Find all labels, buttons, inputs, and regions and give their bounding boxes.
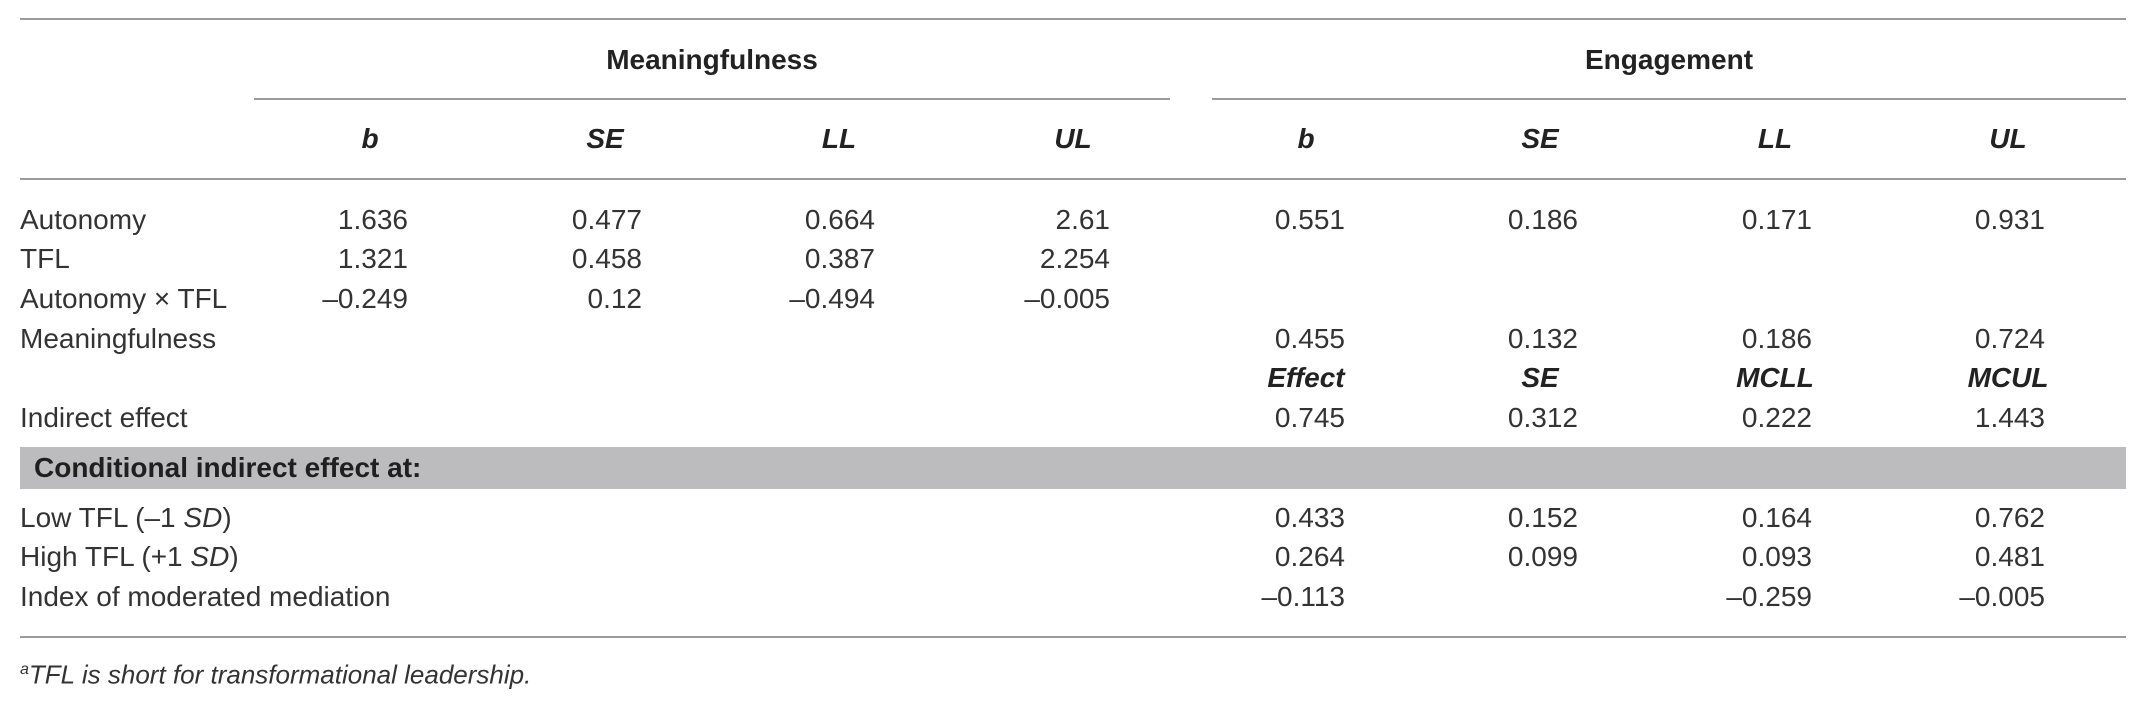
table-cell: 0.099 <box>1507 541 1578 572</box>
row-label: Low TFL (–1 SD) <box>20 502 232 533</box>
table-cell: –0.259 <box>1726 581 1812 612</box>
row-label: TFL <box>20 243 70 274</box>
row-label: Meaningfulness <box>20 323 217 354</box>
table-cell: 0.455 <box>1274 323 1345 354</box>
row-label: Autonomy <box>20 204 147 235</box>
subheader-effect: Effect <box>1267 362 1345 393</box>
column-header: b <box>1297 123 1315 154</box>
table-cell: 0.222 <box>1741 402 1812 433</box>
table-cell: 0.745 <box>1274 402 1345 433</box>
column-header: LL <box>1757 123 1793 154</box>
subheader-mcul: MCUL <box>1967 362 2049 393</box>
table-cell: 0.387 <box>804 243 875 274</box>
row-label: Autonomy × TFL <box>20 283 228 314</box>
column-header: b <box>361 123 379 154</box>
table-cell: 0.12 <box>587 283 643 314</box>
table-cell: 0.093 <box>1741 541 1812 572</box>
column-header: UL <box>1054 123 1092 154</box>
meaningfulness-group-rule <box>254 98 1170 100</box>
bottom-rule <box>20 636 2126 638</box>
table-cell: –0.005 <box>1024 283 1110 314</box>
table-cell: 1.321 <box>337 243 408 274</box>
table-cell: 0.477 <box>571 204 642 235</box>
table-cell: 0.458 <box>571 243 642 274</box>
group-title-meaningfulness: Meaningfulness <box>606 44 818 75</box>
table-cell: 0.762 <box>1974 502 2045 533</box>
column-header: UL <box>1989 123 2027 154</box>
table-cell: 0.164 <box>1741 502 1812 533</box>
table-cell: 0.433 <box>1274 502 1345 533</box>
column-header: SE <box>1521 123 1559 154</box>
table-cell: 0.186 <box>1507 204 1578 235</box>
subheader-mcll: MCLL <box>1736 362 1814 393</box>
table-cell: 0.186 <box>1741 323 1812 354</box>
table-cell: 0.132 <box>1507 323 1578 354</box>
table-cell: –0.113 <box>1261 581 1345 612</box>
group-title-engagement: Engagement <box>1584 44 1754 75</box>
table-footnote: aTFL is short for transformational leade… <box>20 659 532 690</box>
subheader-se: SE <box>1521 362 1559 393</box>
table-cell: 0.264 <box>1274 541 1345 572</box>
table-cell: –0.494 <box>789 283 875 314</box>
table-cell: 0.664 <box>804 204 875 235</box>
table-cell: 0.551 <box>1274 204 1345 235</box>
table-cell: 0.931 <box>1974 204 2045 235</box>
table-cell: 2.61 <box>1055 204 1111 235</box>
table-cell: 0.481 <box>1974 541 2045 572</box>
table-cell: 0.312 <box>1507 402 1578 433</box>
row-label: Indirect effect <box>20 402 188 433</box>
table-cell: 1.443 <box>1974 402 2045 433</box>
table-cell: 0.724 <box>1974 323 2045 354</box>
row-label: High TFL (+1 SD) <box>20 541 239 572</box>
table-cell: –0.005 <box>1959 581 2045 612</box>
section-band <box>20 447 2126 489</box>
engagement-group-rule <box>1212 98 2126 100</box>
section-title: Conditional indirect effect at: <box>34 452 422 483</box>
table-cell: 1.636 <box>337 204 408 235</box>
top-rule <box>20 18 2126 20</box>
row-label: Index of moderated mediation <box>20 581 391 612</box>
column-header: LL <box>821 123 857 154</box>
column-header: SE <box>586 123 624 154</box>
table-cell: 0.152 <box>1507 502 1578 533</box>
table-cell: 2.254 <box>1039 243 1110 274</box>
table-cell: –0.249 <box>322 283 408 314</box>
header-bottom-rule <box>20 178 2126 180</box>
table-cell: 0.171 <box>1741 204 1812 235</box>
